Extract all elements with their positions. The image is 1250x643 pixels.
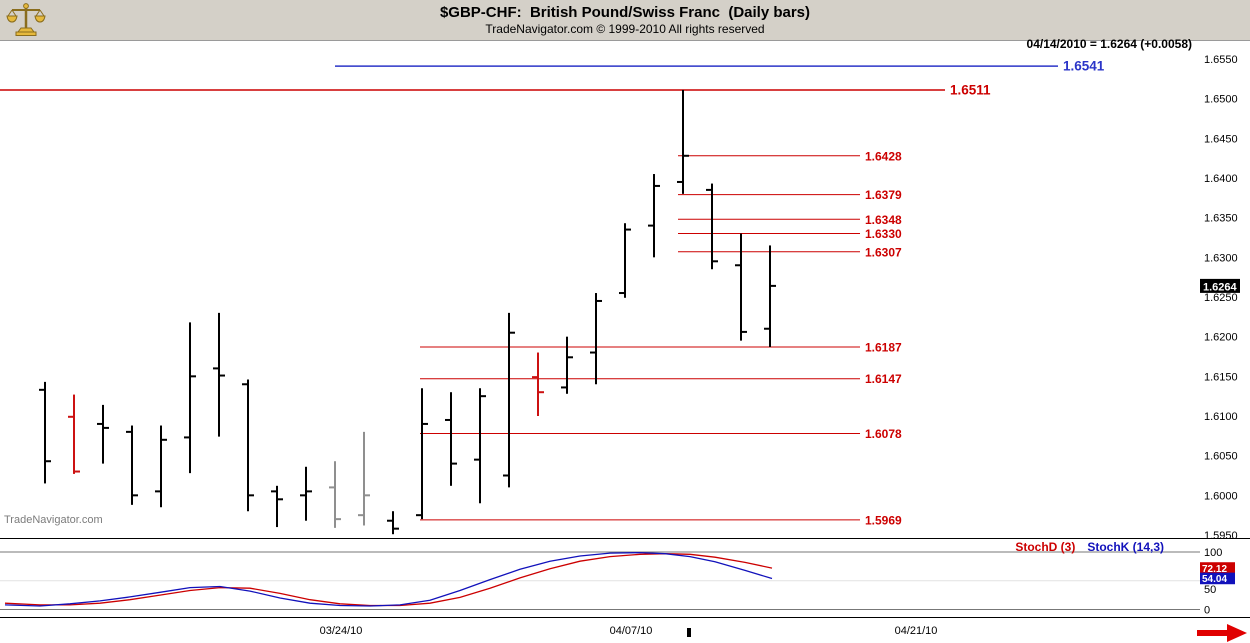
level-label-1.6428: 1.6428 (865, 149, 902, 163)
ohlc-bar-04/12/10 (706, 183, 718, 270)
price-axis-label: 1.6250 (1204, 292, 1238, 304)
price-axis-label: 1.6000 (1204, 490, 1238, 502)
level-label-1.6511: 1.6511 (950, 82, 991, 97)
price-axis-label: 1.6200 (1204, 332, 1238, 344)
price-axis-label: 1.6400 (1204, 173, 1238, 185)
ohlc-bar-03/10/10 (39, 381, 51, 484)
scales-logo-icon (6, 3, 46, 36)
price-axis-label: 1.6300 (1204, 252, 1238, 264)
ohlc-bar-03/22/10 (271, 485, 283, 528)
ohlc-bar-04/08/10 (648, 174, 660, 258)
stochk-line (4, 551, 773, 607)
price-axis-label: 1.5950 (1204, 530, 1238, 542)
ohlc-bar-03/15/10 (126, 425, 138, 505)
stoch-axis-label: 100 (1204, 547, 1222, 559)
ohlc-bar-04/02/10 (532, 352, 544, 416)
stochd-value-badge (1200, 562, 1235, 574)
price-axis-label: 1.6350 (1204, 213, 1238, 225)
ohlc-bar-03/12/10 (97, 404, 109, 464)
ohlc-bar-03/18/10 (213, 312, 225, 437)
watermark: TradeNavigator.com (4, 514, 103, 526)
price-axis-label: 1.6450 (1204, 133, 1238, 145)
last-price-badge-value: 1.6264 (1203, 281, 1238, 293)
scroll-right-arrow-button[interactable] (1197, 624, 1247, 642)
ohlc-bar-04/13/10 (735, 233, 747, 341)
ohlc-bar-03/26/10 (387, 511, 399, 535)
stochd-legend-label: StochD (3) (1015, 540, 1076, 554)
ohlc-bar-04/05/10 (561, 336, 573, 394)
ohlc-bar-03/16/10 (155, 425, 167, 508)
last-price-badge (1200, 278, 1240, 293)
date-axis-label: 04/21/10 (895, 625, 938, 637)
copyright-notice: TradeNavigator.com © 1999-2010 All right… (485, 22, 765, 36)
chart-title: $GBP-CHF: British Pound/Swiss Franc (Dai… (439, 4, 811, 21)
level-label-1.6078: 1.6078 (865, 427, 902, 441)
ohlc-bar-04/07/10 (619, 223, 631, 298)
stoch-legend: StochD (3) StochK (14,3) (1015, 540, 1164, 554)
ohlc-bar-03/29/10 (416, 388, 428, 520)
price-axis-label: 1.6050 (1204, 451, 1238, 463)
price-axis-label: 1.6500 (1204, 94, 1238, 106)
level-label-1.6348: 1.6348 (865, 213, 902, 227)
date-axis-label: 03/24/10 (320, 625, 363, 637)
stoch-axis-label: 0 (1204, 605, 1210, 617)
level-label-1.6330: 1.6330 (865, 227, 902, 241)
ohlc-bar-03/24/10 (329, 461, 341, 528)
stochd-value-badge-text: 72.12 (1202, 564, 1227, 575)
price-axis-label: 1.6150 (1204, 371, 1238, 383)
ohlc-bar-04/09/10 (677, 89, 689, 194)
stochk-legend-label: StochK (14,3) (1087, 540, 1164, 554)
level-label-1.5969: 1.5969 (865, 513, 902, 527)
ohlc-bar-03/17/10 (184, 322, 196, 474)
chart-header: $GBP-CHF: British Pound/Swiss Franc (Dai… (0, 0, 1250, 40)
ohlc-bar-03/25/10 (358, 431, 370, 526)
stoch-axis-label: 50 (1204, 584, 1216, 596)
level-label-1.6187: 1.6187 (865, 340, 902, 354)
ohlc-bar-03/11/10 (68, 394, 80, 474)
price-axis-label: 1.6550 (1204, 54, 1238, 66)
x-axis-cursor-tick[interactable] (687, 628, 691, 637)
date-axis-label: 04/07/10 (610, 625, 653, 637)
level-label-1.6541: 1.6541 (1063, 59, 1105, 74)
level-label-1.6379: 1.6379 (865, 188, 902, 202)
stochk-value-badge (1200, 572, 1235, 585)
ohlc-bar-04/06/10 (590, 293, 602, 385)
ohlc-bar-03/31/10 (474, 388, 486, 504)
level-label-1.6147: 1.6147 (865, 372, 902, 386)
ohlc-bar-03/30/10 (445, 392, 457, 486)
stochk-value-badge-text: 54.04 (1202, 574, 1227, 585)
ohlc-bar-03/23/10 (300, 466, 312, 521)
ohlc-bar-04/14/10 (764, 245, 776, 347)
price-axis-label: 1.6100 (1204, 411, 1238, 423)
ohlc-bar-03/19/10 (242, 379, 254, 512)
ohlc-bar-04/01/10 (503, 312, 515, 488)
level-label-1.6307: 1.6307 (865, 245, 902, 259)
last-quote-info: 04/14/2010 = 1.6264 (+0.0058) (1026, 37, 1192, 51)
